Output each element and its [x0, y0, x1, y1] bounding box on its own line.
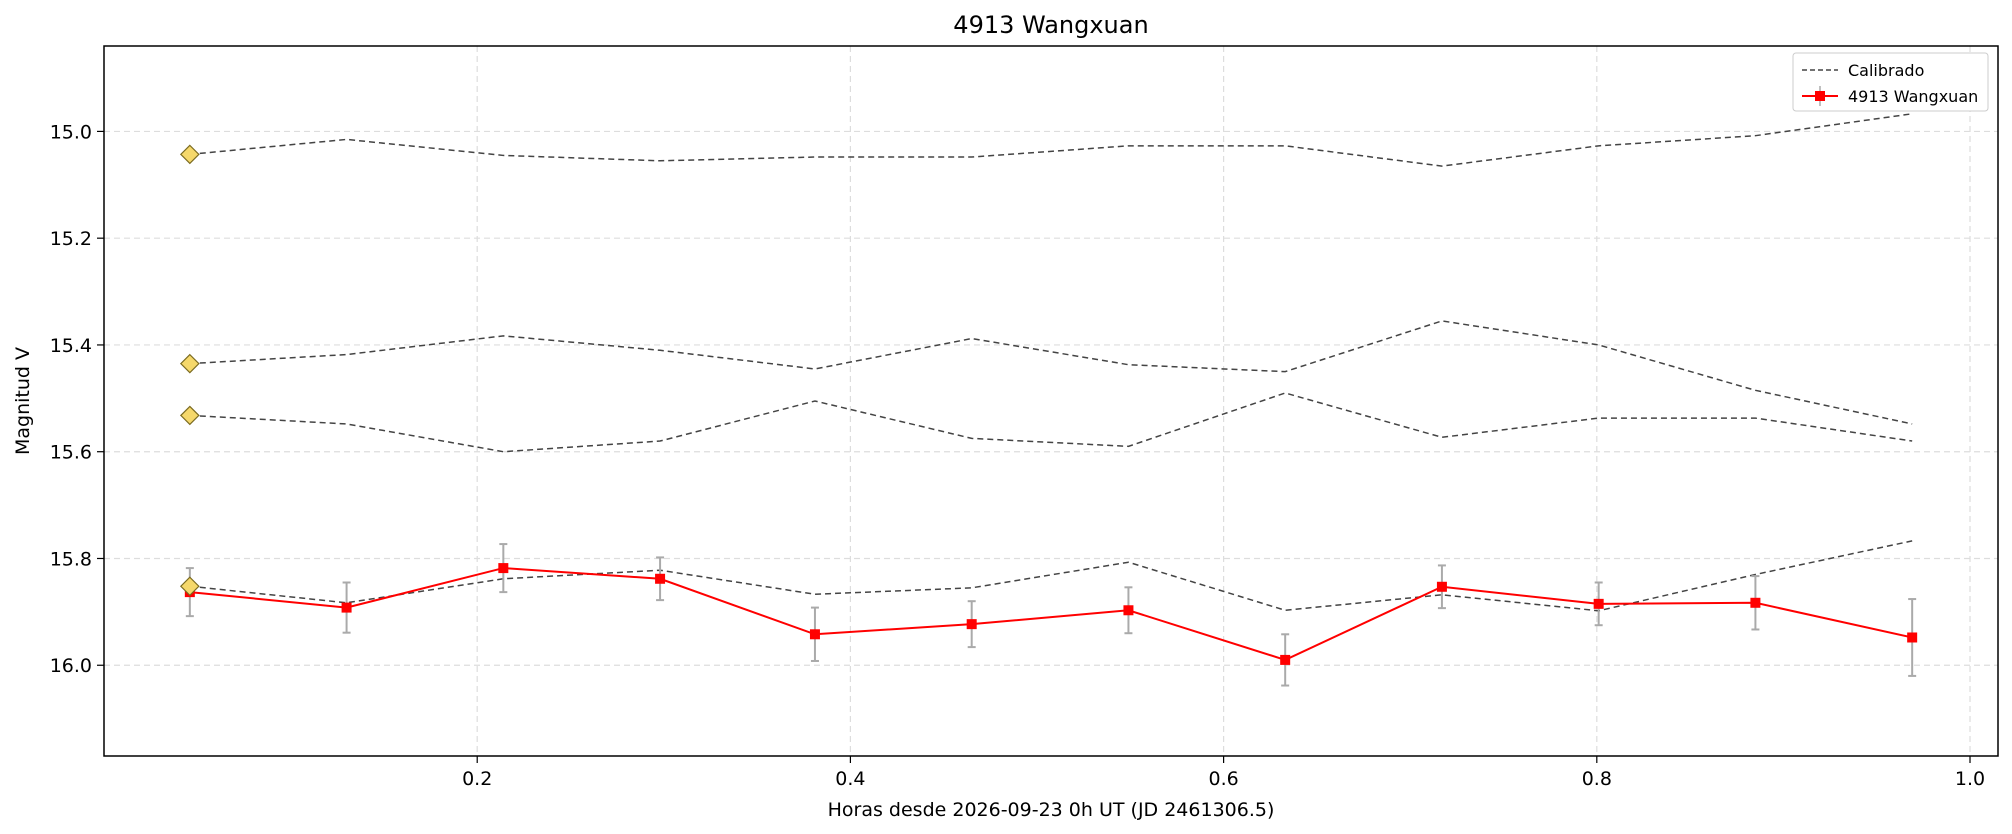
legend-box	[1792, 52, 1989, 112]
chart-title: 4913 Wangxuan	[953, 11, 1148, 39]
x-tick-label: 0.8	[1582, 768, 1612, 790]
x-tick-label: 0.4	[835, 768, 865, 790]
series-layer	[179, 113, 1918, 687]
legend: Calibrado 4913 Wangxuan	[1792, 52, 1989, 112]
x-tick-label: 0.6	[1208, 768, 1238, 790]
y-tick-label: 15.4	[50, 335, 92, 357]
y-tick-label: 15.0	[50, 121, 92, 143]
y-tick-label: 15.6	[50, 442, 92, 464]
target-point	[1750, 597, 1761, 608]
y-tick-label: 16.0	[50, 655, 92, 677]
grid	[104, 46, 1998, 756]
legend-target-marker	[1815, 91, 1825, 101]
legend-calibrated-label: Calibrado	[1848, 61, 1924, 80]
calibrated-series-line-4	[189, 540, 1913, 612]
target-point	[1593, 598, 1604, 609]
axis-ticks: 0.2 0.4 0.6 0.8 1.0 15.0 15.2 15.4 15.6 15.8 16.0	[50, 121, 1985, 790]
legend-target-label: 4913 Wangxuan	[1848, 87, 1978, 106]
target-point	[966, 619, 977, 630]
target-point	[1436, 581, 1447, 592]
plot-frame	[103, 45, 1999, 757]
reference-diamond-marker	[179, 353, 200, 374]
calibrated-series-line-2	[189, 320, 1913, 425]
y-tick-label: 15.2	[50, 228, 92, 250]
calibrated-series-line-3	[189, 392, 1913, 453]
target-point	[1907, 632, 1918, 643]
target-point	[1123, 605, 1134, 616]
target-point	[498, 563, 509, 574]
x-tick-label: 0.2	[462, 768, 492, 790]
calibrated-series-line-1	[189, 113, 1913, 167]
x-tick-label: 1.0	[1955, 768, 1985, 790]
target-point	[655, 573, 666, 584]
y-axis-label: Magnitud V	[12, 347, 34, 455]
target-point	[341, 602, 352, 613]
target-series-line	[189, 567, 1913, 661]
target-point	[1280, 654, 1291, 665]
x-axis-label: Horas desde 2026-09-23 0h UT (JD 2461306…	[828, 799, 1275, 821]
reference-diamond-marker	[179, 576, 200, 597]
reference-diamond-marker	[179, 144, 200, 165]
target-point	[809, 629, 820, 640]
reference-diamond-marker	[179, 405, 200, 426]
y-tick-label: 15.8	[50, 548, 92, 570]
